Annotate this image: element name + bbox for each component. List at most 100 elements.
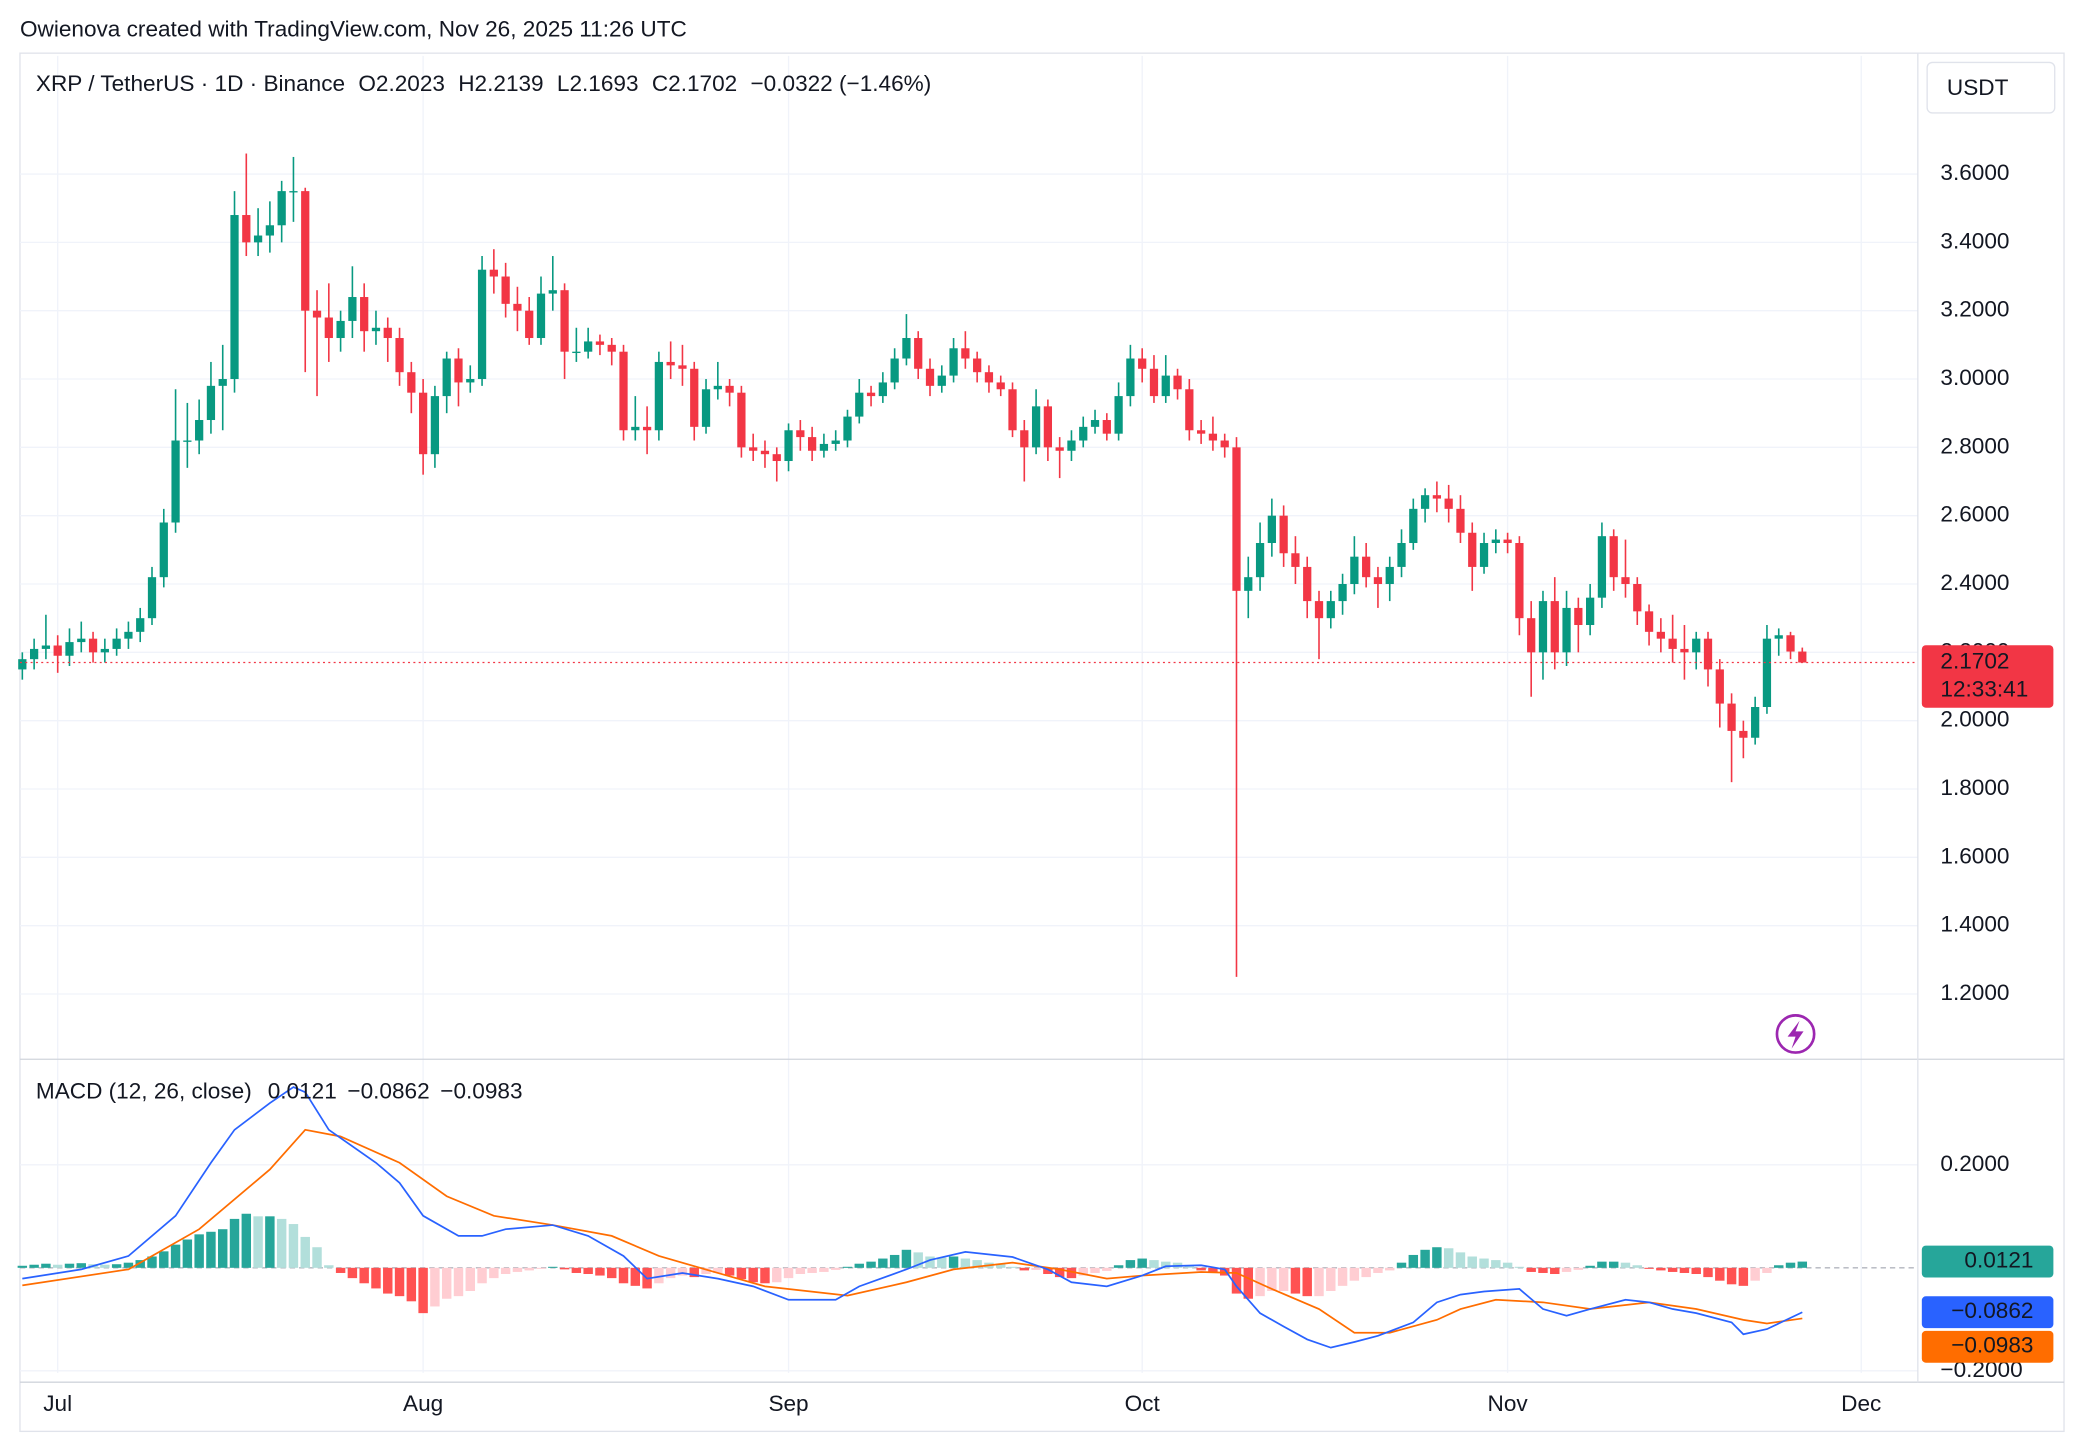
candle-body [230, 215, 239, 380]
candle-body [348, 297, 357, 321]
candle-body [1762, 638, 1772, 707]
histogram-bar [111, 1264, 122, 1268]
candle-body [253, 235, 263, 243]
currency-label[interactable]: USDT [1947, 75, 2009, 100]
histogram-bar [1102, 1267, 1112, 1271]
candle-body [1338, 584, 1347, 602]
histogram-bar [1125, 1260, 1136, 1268]
candle-body [1279, 515, 1288, 554]
histogram-bar [100, 1264, 110, 1268]
candle-body [147, 577, 157, 619]
candle-body [1079, 426, 1088, 441]
histogram-bar [371, 1267, 381, 1289]
histogram-bar [1196, 1267, 1206, 1271]
histogram-bar [901, 1249, 912, 1268]
legend-title: XRP / TetherUS · 1D · Binance [36, 71, 345, 96]
candle-body [914, 338, 923, 369]
histogram-bar [300, 1236, 310, 1268]
histogram-bar [1762, 1267, 1772, 1273]
candle-body [53, 645, 62, 656]
histogram-bar [1243, 1267, 1253, 1299]
x-tick-label: Dec [1841, 1391, 1881, 1416]
histogram-bar [1738, 1267, 1749, 1286]
candle-body [1727, 703, 1736, 731]
legend-title: MACD (12, 26, close) [36, 1078, 252, 1103]
signal-value: −0.0983 [440, 1078, 522, 1103]
candle-body [937, 375, 946, 386]
candle-body [560, 290, 569, 352]
y-tick-label: 1.6000 [1940, 843, 2009, 868]
candle-body [690, 368, 699, 427]
candle-body [124, 631, 133, 639]
histogram-bar [925, 1256, 935, 1268]
histogram-bar [1007, 1266, 1018, 1268]
candle-body [1420, 495, 1430, 509]
histogram-bar [713, 1267, 723, 1273]
candle-body [713, 385, 722, 390]
histogram-bar [288, 1224, 299, 1268]
x-tick-label: Nov [1488, 1391, 1529, 1416]
candle-body [371, 327, 381, 332]
histogram-bar [524, 1267, 534, 1271]
histogram-bar [559, 1267, 570, 1270]
candle-body [1126, 358, 1135, 397]
histogram-bar [1149, 1260, 1159, 1268]
histogram-bar [1703, 1267, 1713, 1278]
candle-body [749, 447, 758, 451]
candle-body [1538, 601, 1548, 653]
histogram-value: 0.0121 [268, 1078, 337, 1103]
candle-body [961, 348, 970, 359]
candle-body [136, 618, 145, 632]
candle-body [1656, 631, 1665, 639]
candle-body [784, 430, 793, 462]
histogram-bar [206, 1231, 216, 1268]
lightning-icon[interactable] [1775, 1014, 1816, 1054]
candle-body [796, 430, 805, 438]
candle-body [807, 437, 817, 451]
histogram-bar [229, 1218, 240, 1268]
candle-body [890, 358, 899, 383]
histogram-bar [159, 1251, 169, 1268]
histogram-bar [866, 1261, 876, 1268]
histogram-badge-label: 0.0121 [1964, 1248, 2033, 1273]
histogram-bar [1255, 1267, 1265, 1297]
candle-body [1586, 597, 1595, 626]
y-tick-label: 1.2000 [1940, 980, 2009, 1005]
histogram-bar [253, 1216, 263, 1268]
candle-body [1020, 430, 1029, 448]
currency-button[interactable] [1926, 61, 2056, 114]
histogram-bar [17, 1265, 28, 1268]
histogram-bar [1715, 1267, 1725, 1281]
histogram-bar [265, 1216, 275, 1268]
candle-body [489, 269, 498, 277]
candle-body [666, 361, 675, 366]
y-tick-label: 2.8000 [1940, 433, 2009, 458]
y-tick-label: 1.4000 [1940, 912, 2009, 937]
histogram-bar [1408, 1254, 1419, 1268]
candle-body [1527, 618, 1536, 653]
candle-body [1291, 553, 1300, 567]
histogram-bar [1432, 1247, 1442, 1268]
candle-body [1786, 635, 1795, 652]
histogram-bar [1597, 1261, 1607, 1268]
candle-body [442, 358, 451, 397]
candle-body [171, 440, 180, 523]
histogram-bar [1526, 1267, 1536, 1272]
candle-body [1090, 420, 1100, 427]
histogram-bar [760, 1267, 770, 1284]
candle-body [572, 351, 581, 354]
icon-bolt[interactable] [1787, 1020, 1804, 1049]
histogram-bar [512, 1267, 523, 1272]
ohlc-label: H [458, 71, 474, 96]
candle-body [324, 317, 333, 339]
ohlc-label: C [652, 71, 668, 96]
y-tick-label: 3.0000 [1940, 365, 2009, 390]
candle-body [525, 310, 534, 339]
histogram-bar [937, 1257, 947, 1268]
histogram-bar [1455, 1252, 1466, 1268]
y-tick-label: 3.6000 [1940, 160, 2009, 185]
candle-body [195, 420, 204, 441]
histogram-bar [182, 1239, 193, 1268]
histogram-bar [1608, 1261, 1619, 1268]
